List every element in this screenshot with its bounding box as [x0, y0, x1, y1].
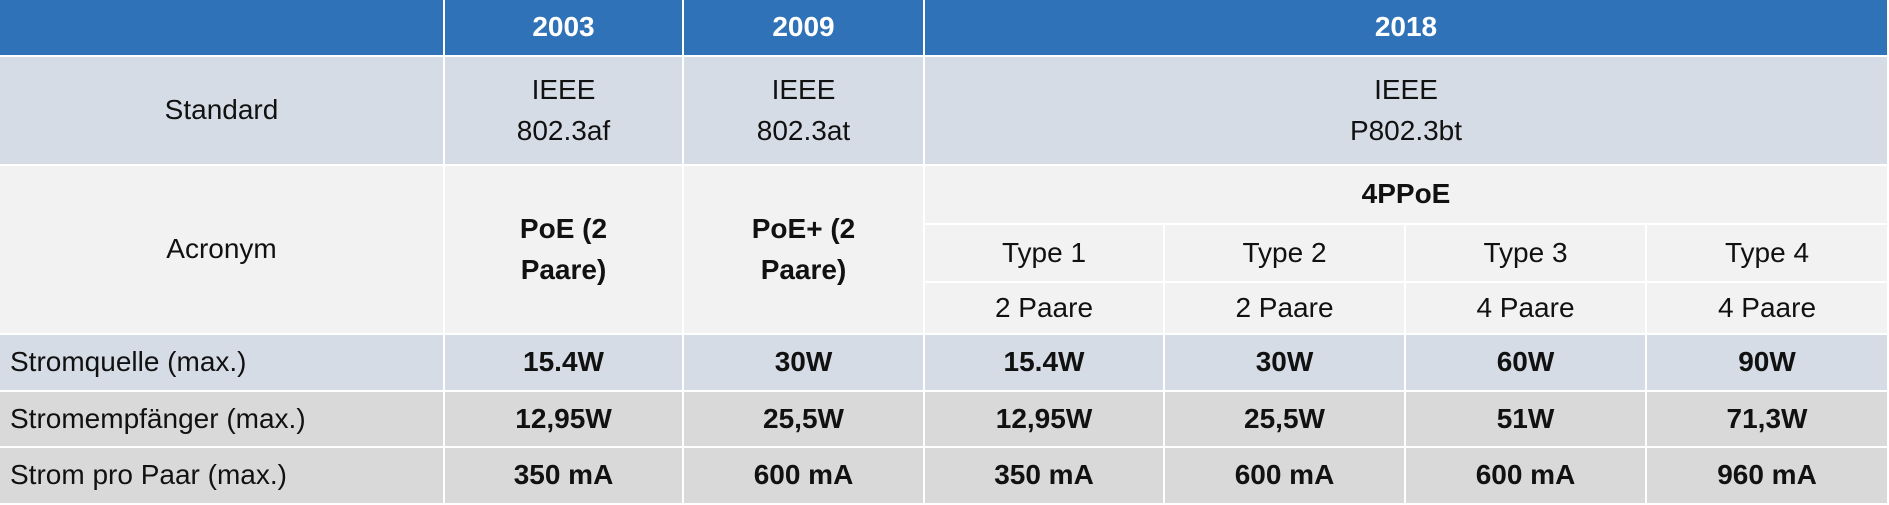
cell-text: IEEE 802.3af	[516, 73, 611, 146]
value-cell: 600 mA	[684, 448, 925, 505]
cell-text: 15.4W	[1003, 346, 1085, 378]
cell-text: 600 mA	[1475, 459, 1576, 491]
row-label: Stromquelle (max.)	[0, 335, 445, 392]
row-label: Strom pro Paar (max.)	[0, 448, 445, 505]
year-header: 2003	[445, 0, 684, 57]
type-cell: Type 3	[1406, 225, 1647, 283]
cell-text: Type 2	[1242, 236, 1327, 268]
year-header: 2009	[684, 0, 925, 57]
cell-text: 2003	[532, 11, 595, 43]
cell-text: Standard	[164, 94, 279, 126]
header-cell	[0, 0, 445, 57]
value-cell: 15.4W	[925, 335, 1165, 392]
cell-text: 4 Paare	[1476, 291, 1575, 323]
type-cell: Type 2	[1165, 225, 1406, 283]
value-cell: 15.4W	[445, 335, 684, 392]
cell-text: 2 Paare	[1235, 291, 1334, 323]
cell-text: 960 mA	[1717, 459, 1817, 491]
row-label: Stromempfänger (max.)	[0, 392, 445, 448]
cell-text: IEEE 802.3at	[756, 73, 851, 146]
value-cell: 30W	[1165, 335, 1406, 392]
cell-text: 60W	[1496, 346, 1555, 378]
acronym-cell: PoE (2 Paare)	[445, 166, 684, 335]
type-cell: Type 4	[1647, 225, 1889, 283]
cell-text: 2009	[772, 11, 835, 43]
cell-text: Type 3	[1483, 236, 1568, 268]
value-cell: 30W	[684, 335, 925, 392]
cell-text: 4PPoE	[1361, 178, 1451, 210]
value-cell: 960 mA	[1647, 448, 1889, 505]
cell-text: 71,3W	[1726, 402, 1808, 434]
cell-text: Strom pro Paar (max.)	[10, 459, 287, 491]
value-cell: 12,95W	[445, 392, 684, 448]
pairs-cell: 4 Paare	[1406, 283, 1647, 335]
pairs-cell: 2 Paare	[1165, 283, 1406, 335]
cell-text: 12,95W	[515, 402, 612, 434]
pairs-cell: 2 Paare	[925, 283, 1165, 335]
cell-text: Type 1	[1001, 236, 1087, 268]
value-cell: 60W	[1406, 335, 1647, 392]
cell-text: Acronym	[166, 233, 277, 265]
cell-text: 600 mA	[1234, 459, 1335, 491]
value-cell: 25,5W	[1165, 392, 1406, 448]
row-label: Acronym	[0, 166, 445, 335]
cell-text: IEEE P802.3bt	[1349, 73, 1463, 146]
row-label: Standard	[0, 57, 445, 166]
value-cell: 25,5W	[684, 392, 925, 448]
cell-text: Stromempfänger (max.)	[10, 402, 306, 434]
value-cell: 600 mA	[1406, 448, 1647, 505]
value-cell: 90W	[1647, 335, 1889, 392]
cell-text: Stromquelle (max.)	[10, 346, 247, 378]
pairs-cell: 4 Paare	[1647, 283, 1889, 335]
standard-cell: IEEE P802.3bt	[925, 57, 1889, 166]
value-cell: 12,95W	[925, 392, 1165, 448]
value-cell: 51W	[1406, 392, 1647, 448]
cell-text: 12,95W	[995, 402, 1093, 434]
cell-text: 600 mA	[753, 459, 854, 491]
cell-text: 90W	[1738, 346, 1796, 378]
cell-text: 2 Paare	[994, 291, 1094, 323]
cell-text: Type 4	[1724, 236, 1810, 268]
cell-text: 30W	[1255, 346, 1314, 378]
value-cell: 350 mA	[445, 448, 684, 505]
cell-text: 25,5W	[1244, 402, 1325, 434]
cell-text: 350 mA	[994, 459, 1094, 491]
acronym-cell: PoE+ (2 Paare)	[684, 166, 925, 335]
standard-cell: IEEE 802.3af	[445, 57, 684, 166]
group-cell: 4PPoE	[925, 166, 1889, 225]
year-header: 2018	[925, 0, 1889, 57]
value-cell: 350 mA	[925, 448, 1165, 505]
cell-text: 30W	[774, 346, 833, 378]
cell-text: 4 Paare	[1717, 291, 1817, 323]
cell-text: 25,5W	[763, 402, 844, 434]
cell-text: 15.4W	[523, 346, 604, 378]
cell-text: 350 mA	[513, 459, 614, 491]
cell-text: PoE+ (2 Paare)	[751, 212, 856, 285]
value-cell: 600 mA	[1165, 448, 1406, 505]
cell-text: 51W	[1496, 402, 1555, 434]
type-cell: Type 1	[925, 225, 1165, 283]
value-cell: 71,3W	[1647, 392, 1889, 448]
standard-cell: IEEE 802.3at	[684, 57, 925, 166]
cell-text: PoE (2 Paare)	[519, 212, 608, 285]
cell-text: 2018	[1374, 11, 1438, 43]
